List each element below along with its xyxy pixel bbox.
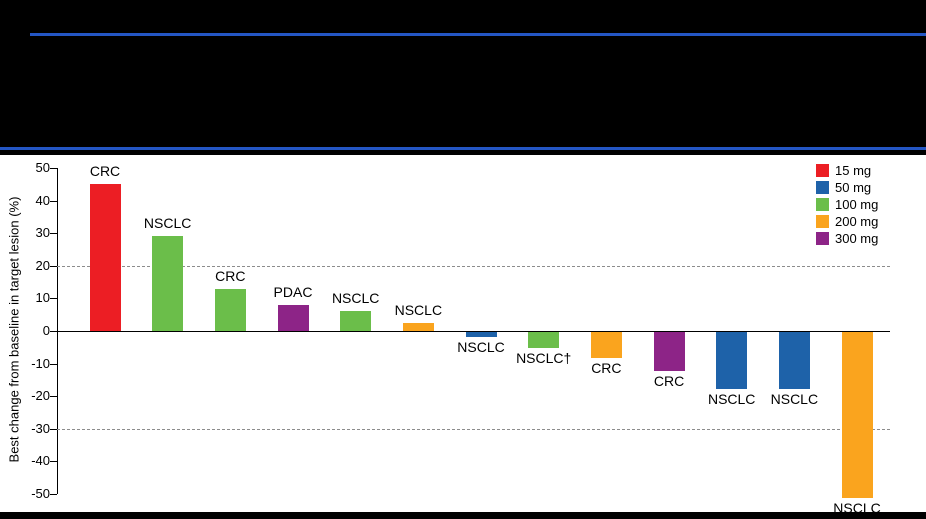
y-tick-label: -40 — [31, 453, 50, 469]
bar-label: NSCLC — [331, 290, 380, 307]
bar — [841, 332, 873, 499]
y-tick-label: -50 — [31, 486, 50, 501]
bar-label: PDAC — [273, 283, 313, 300]
y-tick-mark — [50, 331, 57, 332]
legend-label: 100 mg — [835, 197, 879, 212]
bar — [340, 311, 372, 331]
legend-label: 300 mg — [835, 231, 879, 246]
bar-label: CRC — [89, 163, 121, 180]
threshold-line — [57, 265, 890, 267]
legend-row: 300 mg — [816, 230, 878, 247]
bar-label: NSCLC — [457, 338, 505, 355]
y-tick-mark — [50, 428, 57, 430]
legend-swatch-300mg — [816, 232, 829, 245]
bar-label: NSCLC — [143, 215, 192, 232]
bar — [465, 332, 497, 337]
y-tick-label: 10 — [35, 290, 50, 306]
y-tick-mark — [50, 363, 57, 365]
footer-strip — [0, 512, 926, 519]
legend-label: 15 mg — [835, 163, 872, 178]
header-divider-top — [30, 33, 926, 36]
y-tick-label: 0 — [42, 323, 50, 338]
bar-label: NSCLC — [707, 391, 756, 408]
y-tick-mark — [50, 298, 57, 300]
legend: 15 mg 50 mg 100 mg 200 mg 300 mg — [816, 162, 878, 247]
bar-label: CRC — [591, 360, 622, 377]
y-tick-label: 30 — [35, 225, 50, 241]
y-axis-title: Best change from baseline in target lesi… — [6, 196, 22, 463]
y-tick-label: 40 — [35, 192, 50, 208]
y-tick-mark — [50, 494, 57, 495]
threshold-line — [57, 428, 890, 430]
bar — [402, 322, 434, 331]
legend-row: 50 mg — [816, 179, 878, 196]
legend-swatch-15mg — [816, 164, 829, 177]
bar — [716, 332, 748, 390]
header-divider-bottom — [0, 147, 926, 150]
y-tick-mark — [50, 265, 57, 267]
y-tick-label: 50 — [35, 160, 50, 175]
bar-label: NSCLC — [833, 500, 881, 517]
bar — [89, 184, 121, 331]
zero-line — [57, 331, 890, 332]
legend-swatch-50mg — [816, 181, 829, 194]
y-tick-mark — [50, 168, 57, 169]
y-tick-mark — [50, 396, 57, 398]
legend-row: 100 mg — [816, 196, 878, 213]
bar — [653, 332, 685, 372]
bar-label: NSCLC — [394, 301, 443, 318]
bar — [590, 332, 622, 359]
legend-label: 50 mg — [835, 180, 872, 195]
y-tick-label: 20 — [35, 257, 50, 273]
y-tick-label: -10 — [31, 355, 50, 371]
legend-swatch-100mg — [816, 198, 829, 211]
bar — [152, 236, 184, 331]
y-tick-label: -30 — [31, 420, 50, 436]
legend-label: 200 mg — [835, 214, 879, 229]
bar — [277, 304, 309, 331]
bar — [528, 332, 560, 349]
bar-label: CRC — [215, 267, 246, 284]
bar — [778, 332, 810, 390]
legend-swatch-200mg — [816, 215, 829, 228]
y-tick-mark — [50, 200, 57, 202]
bar-label: NSCLC — [770, 391, 819, 408]
legend-row: 200 mg — [816, 213, 878, 230]
y-tick-label: -20 — [31, 388, 50, 404]
legend-row: 15 mg — [816, 162, 878, 179]
bar-label: NSCLC† — [516, 350, 572, 367]
bar-label: CRC — [653, 373, 685, 390]
y-tick-mark — [50, 461, 57, 463]
header-banner — [0, 0, 926, 155]
bar — [214, 288, 246, 331]
y-tick-mark — [50, 233, 57, 235]
